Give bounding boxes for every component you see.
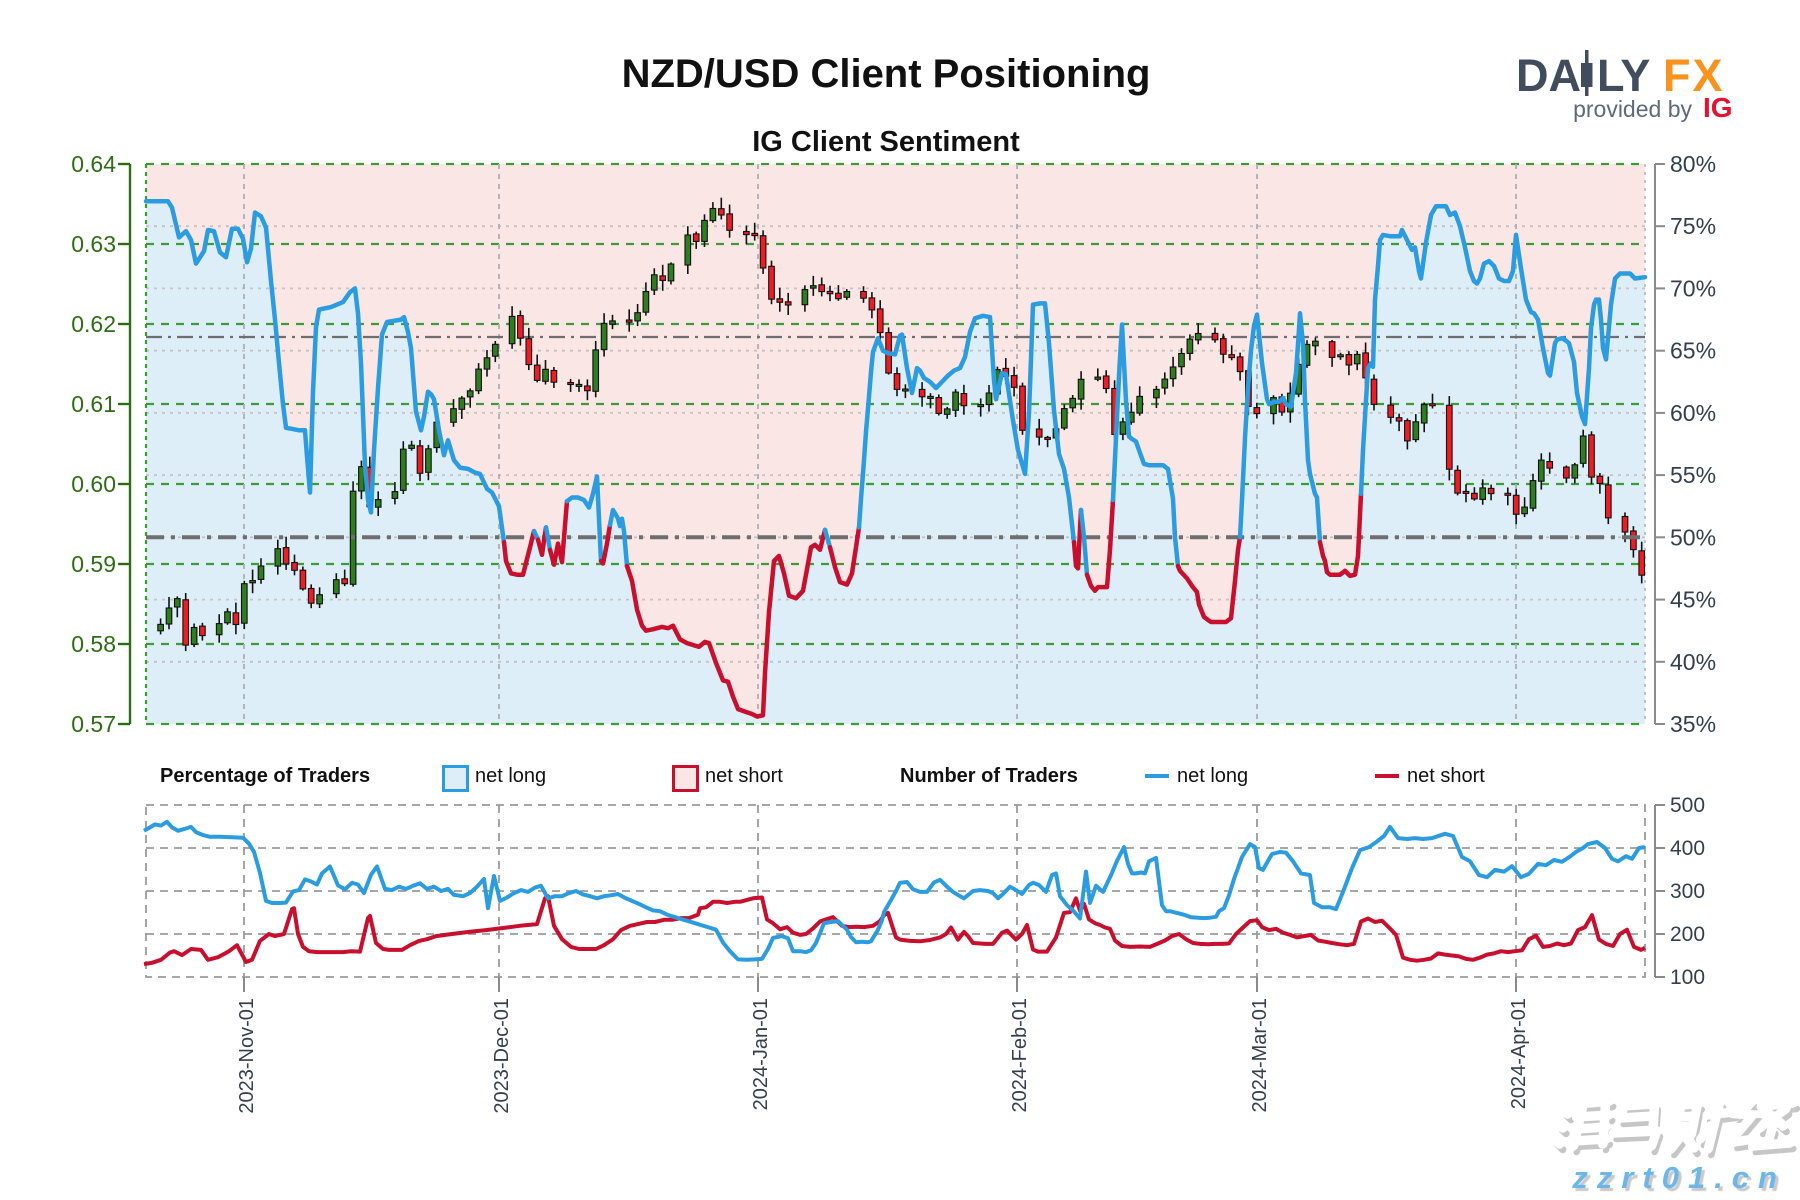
svg-text:2024-Jan-01: 2024-Jan-01 bbox=[750, 998, 772, 1110]
svg-text:35%: 35% bbox=[1670, 711, 1716, 737]
svg-text:LY: LY bbox=[1597, 50, 1650, 101]
svg-text:2024-Mar-01: 2024-Mar-01 bbox=[1249, 998, 1271, 1113]
svg-text:2023-Dec-01: 2023-Dec-01 bbox=[491, 998, 513, 1114]
svg-text:400: 400 bbox=[1670, 837, 1705, 860]
svg-text:200: 200 bbox=[1670, 923, 1705, 946]
svg-text:0.64: 0.64 bbox=[71, 151, 116, 177]
svg-text:0.60: 0.60 bbox=[71, 471, 116, 497]
svg-text:0.61: 0.61 bbox=[71, 391, 116, 417]
svg-text:75%: 75% bbox=[1670, 213, 1716, 239]
svg-text:80%: 80% bbox=[1670, 151, 1716, 177]
svg-text:0.63: 0.63 bbox=[71, 231, 116, 257]
svg-text:0.62: 0.62 bbox=[71, 311, 116, 337]
svg-text:2024-Apr-01: 2024-Apr-01 bbox=[1508, 998, 1530, 1109]
svg-text:300: 300 bbox=[1670, 880, 1705, 903]
svg-text:0.59: 0.59 bbox=[71, 551, 116, 577]
svg-text:IG: IG bbox=[1703, 92, 1733, 123]
svg-text:FX: FX bbox=[1663, 50, 1725, 101]
svg-text:40%: 40% bbox=[1670, 649, 1716, 675]
svg-text:2024-Feb-01: 2024-Feb-01 bbox=[1009, 998, 1031, 1113]
svg-text:DA: DA bbox=[1516, 50, 1581, 101]
svg-text:0.58: 0.58 bbox=[71, 631, 116, 657]
svg-text:55%: 55% bbox=[1670, 462, 1716, 488]
svg-text:provided by: provided by bbox=[1573, 96, 1692, 122]
svg-text:65%: 65% bbox=[1670, 338, 1716, 364]
svg-text:60%: 60% bbox=[1670, 400, 1716, 426]
svg-text:500: 500 bbox=[1670, 794, 1705, 817]
svg-text:50%: 50% bbox=[1670, 524, 1716, 550]
svg-text:45%: 45% bbox=[1670, 587, 1716, 613]
svg-text:0.57: 0.57 bbox=[71, 711, 116, 737]
svg-text:100: 100 bbox=[1670, 966, 1705, 989]
svg-text:2023-Nov-01: 2023-Nov-01 bbox=[236, 998, 258, 1114]
svg-text:70%: 70% bbox=[1670, 275, 1716, 301]
